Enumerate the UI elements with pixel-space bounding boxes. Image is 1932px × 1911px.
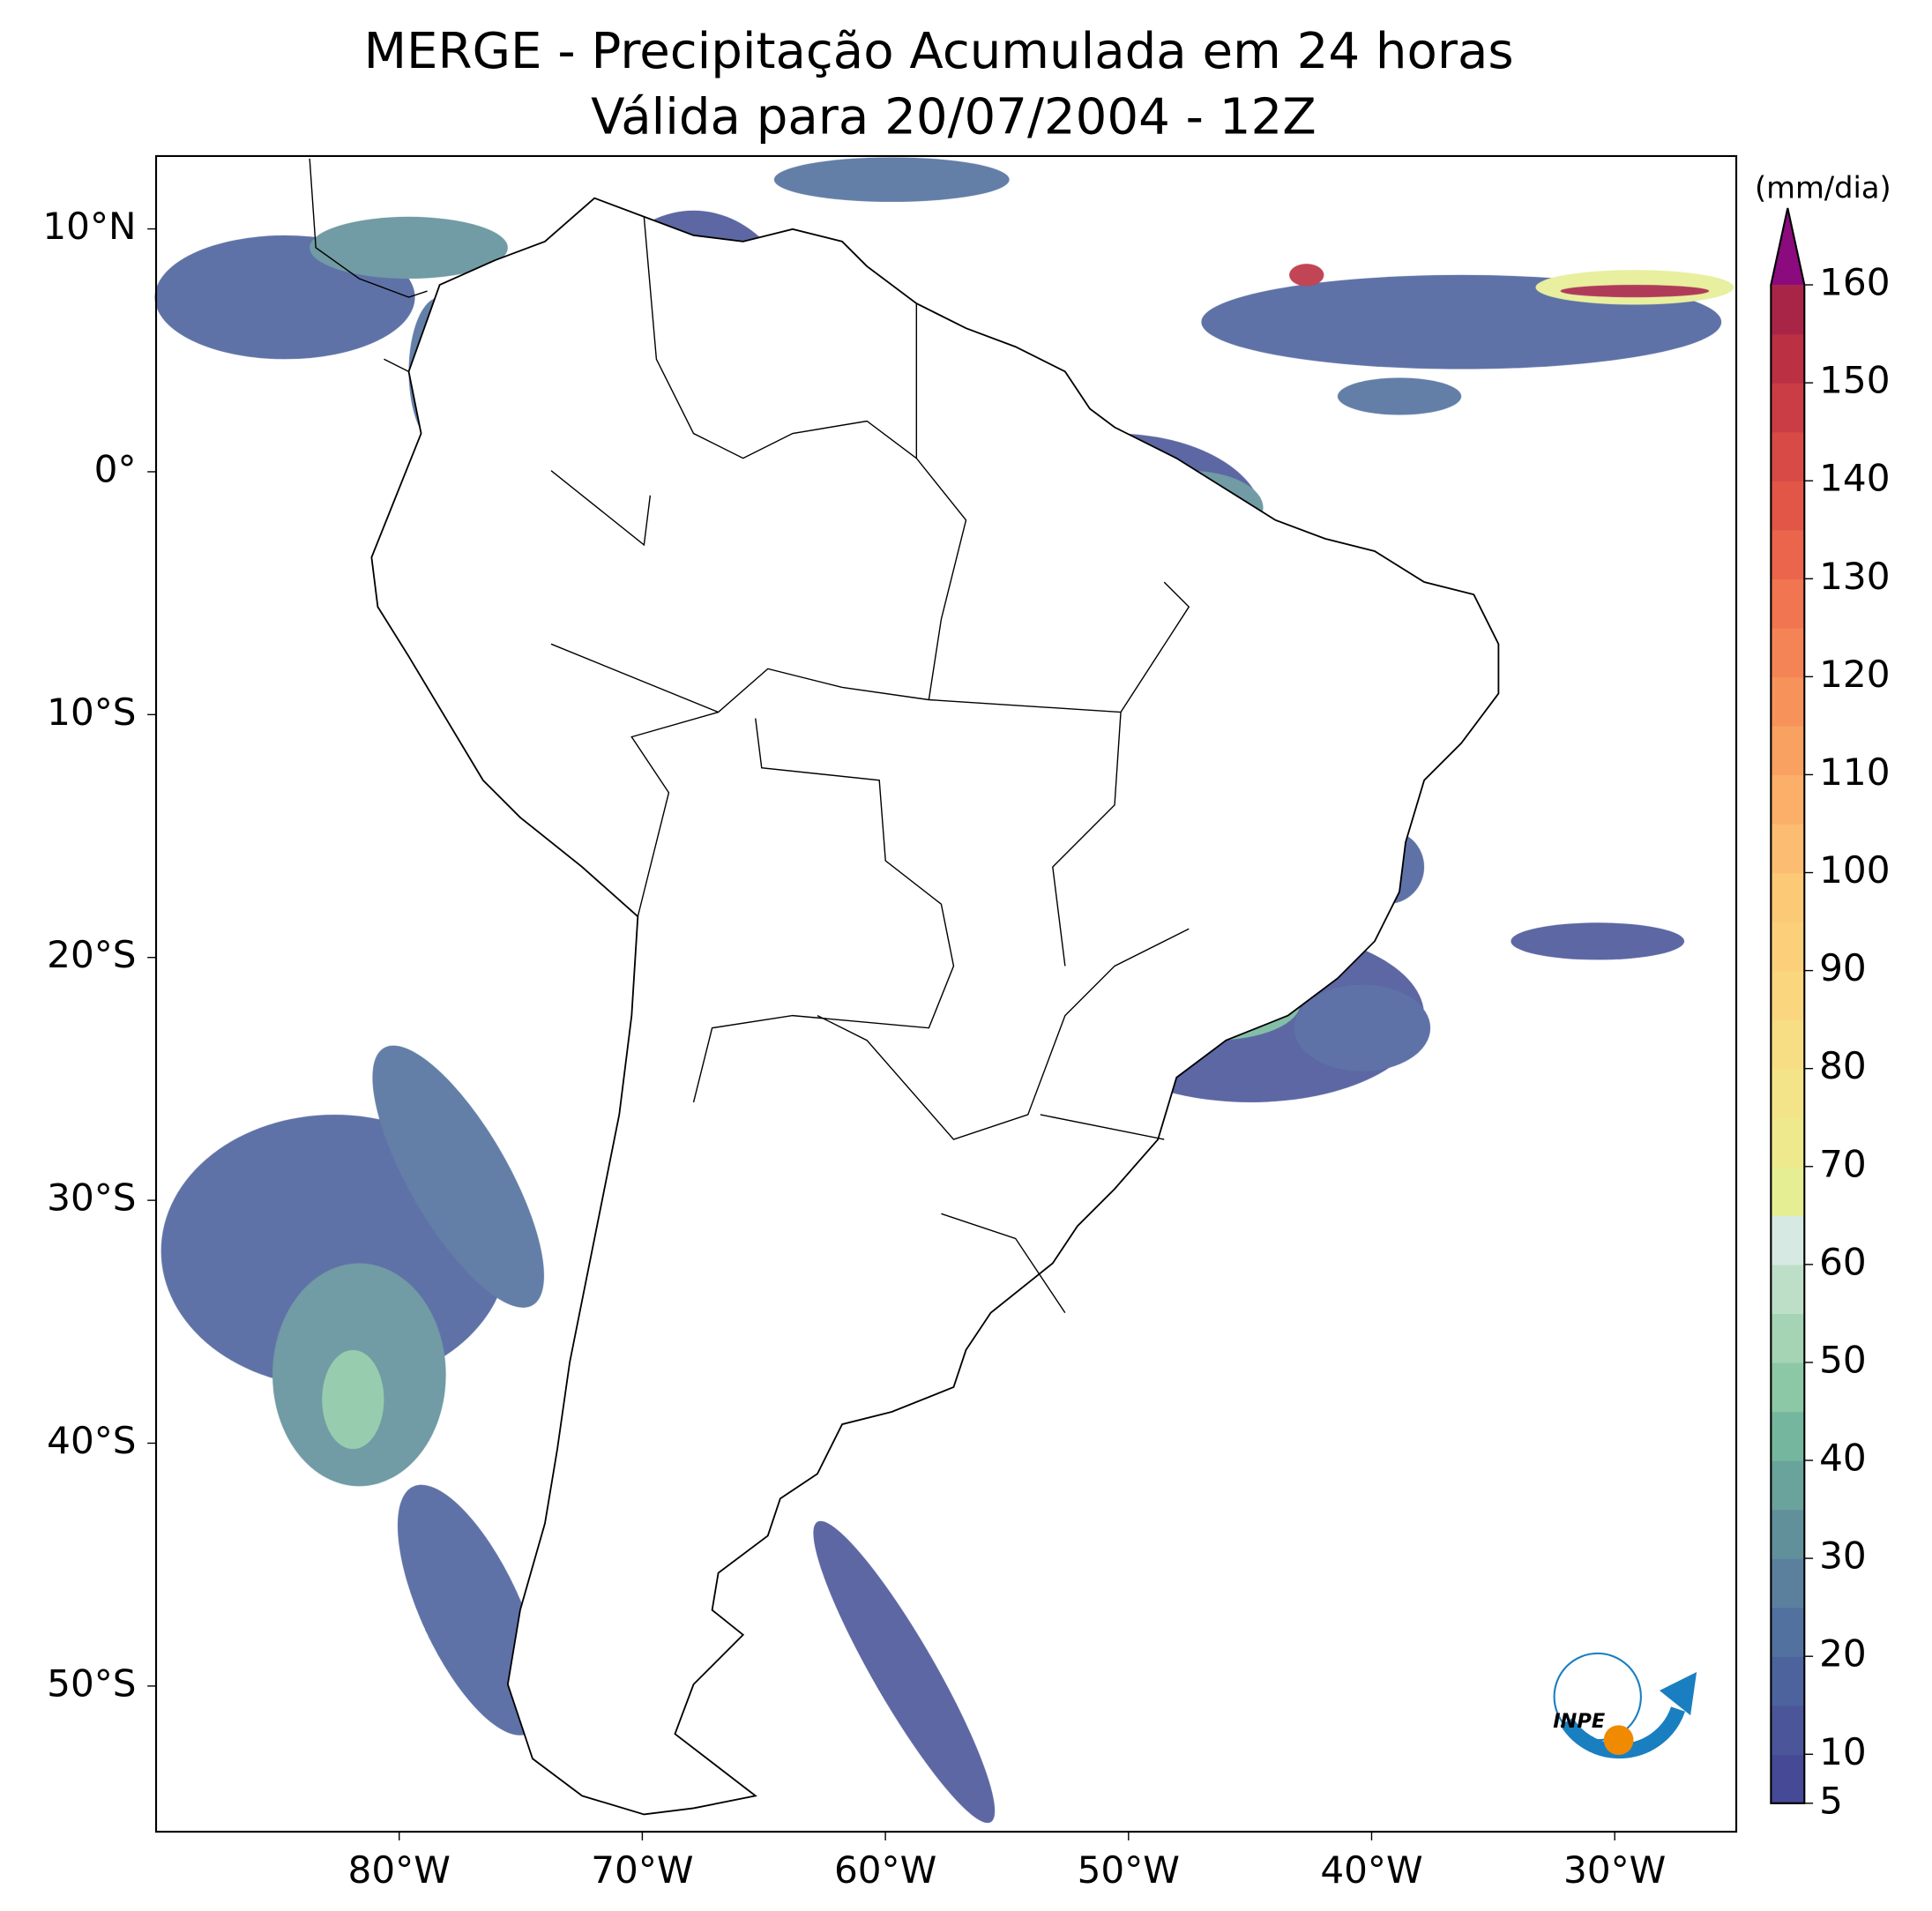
colorbar-tick-label: 120 (1819, 653, 1890, 696)
rain-area (1511, 922, 1685, 960)
colorbar-extend (1771, 207, 1805, 286)
colorbar-tick-label: 160 (1819, 261, 1890, 304)
rain-area (1289, 264, 1324, 287)
colorbar-bin (1771, 1558, 1805, 1609)
colorbar-bin (1771, 1509, 1805, 1559)
colorbar-bin (1771, 872, 1805, 922)
y-tick-label: 50°S (47, 1661, 136, 1705)
colorbar-bin (1771, 774, 1805, 825)
subtitle: Válida para 20/07/2004 - 12Z (591, 89, 1317, 146)
colorbar-bin (1771, 579, 1805, 629)
map-frame (154, 154, 1738, 1833)
colorbar-bin (1771, 333, 1805, 384)
logo-text: INPE (1553, 1710, 1606, 1733)
rain-area (773, 157, 1010, 202)
colorbar-bin (1771, 1411, 1805, 1461)
borders (550, 216, 1190, 1314)
colorbar-bin (1771, 431, 1805, 481)
colorbar-frame (1770, 207, 1806, 1804)
logo: INPE (1553, 1652, 1697, 1759)
colorbar-bin (1771, 627, 1805, 678)
colorbar-bin (1771, 1754, 1805, 1804)
colorbar-tick-label: 100 (1819, 848, 1890, 892)
colorbar-bin (1771, 970, 1805, 1020)
colorbar-bin (1771, 1166, 1805, 1217)
colorbar-bin (1771, 481, 1805, 531)
colorbar-tick-label: 130 (1819, 555, 1890, 598)
colorbar-bin (1771, 1607, 1805, 1657)
y-tick-label: 20°S (47, 933, 136, 976)
x-tick-label: 70°W (591, 1848, 693, 1892)
rain-area (322, 1349, 384, 1450)
logo-ring (1553, 1652, 1642, 1742)
title: MERGE - Precipitação Acumulada em 24 hor… (364, 23, 1514, 80)
central-america (309, 158, 428, 372)
x-tick-label: 40°W (1320, 1848, 1422, 1892)
logo-arrow (1659, 1671, 1697, 1716)
colorbar-bin (1771, 1019, 1805, 1070)
rain-area (397, 1484, 544, 1736)
colorbar-bin (1771, 1313, 1805, 1363)
y-tick-label: 0° (94, 447, 137, 490)
y-tick-label: 30°S (47, 1176, 136, 1220)
colorbar-bin (1771, 725, 1805, 776)
colorbar-bin (1771, 1705, 1805, 1755)
colorbar-tick-label: 50 (1819, 1338, 1867, 1381)
x-tick-label: 30°W (1563, 1848, 1666, 1892)
colorbar-tick-label: 30 (1819, 1534, 1867, 1578)
logo-dot (1603, 1725, 1634, 1756)
y-tick-label: 40°S (47, 1419, 136, 1462)
rain-area (813, 1520, 996, 1824)
rain-area (310, 216, 508, 279)
colorbar-bin (1771, 1215, 1805, 1265)
y-tick-label: 10°N (42, 205, 136, 248)
colorbar-bin (1771, 1117, 1805, 1168)
colorbar-tick-label: 150 (1819, 359, 1890, 402)
colorbar-bin (1771, 676, 1805, 727)
rain-area (1337, 377, 1462, 415)
colorbar-tick-label: 5 (1819, 1779, 1843, 1822)
map (154, 154, 1738, 1833)
colorbar-bin (1771, 1068, 1805, 1118)
x-tick-label: 60°W (834, 1848, 936, 1892)
y-tick-label: 10°S (47, 690, 136, 734)
colorbar-tick-label: 70 (1819, 1142, 1867, 1185)
colorbar-bin (1771, 1362, 1805, 1413)
colorbar-tick-label: 80 (1819, 1044, 1867, 1087)
colorbar-tick-label: 10 (1819, 1730, 1867, 1773)
colorbar-tick-label: 110 (1819, 750, 1890, 794)
colorbar-bin (1771, 1656, 1805, 1706)
rain-area (372, 1045, 544, 1308)
rain-area (1560, 285, 1710, 298)
colorbar-tick-label: 140 (1819, 457, 1890, 500)
colorbar-tick-label: 60 (1819, 1240, 1867, 1283)
colorbar-bin (1771, 285, 1805, 335)
colorbar-bin (1771, 529, 1805, 579)
colorbar-label: (mm/dia) (1755, 171, 1891, 205)
colorbar-bin (1771, 1264, 1805, 1315)
colorbar-bin (1771, 383, 1805, 433)
colorbar-tick-label: 20 (1819, 1632, 1867, 1676)
colorbar-bin (1771, 1460, 1805, 1511)
colorbar-tick-label: 90 (1819, 946, 1867, 989)
colorbar-bin (1771, 823, 1805, 874)
colorbar-tick-label: 40 (1819, 1437, 1867, 1480)
x-tick-label: 50°W (1078, 1848, 1180, 1892)
x-tick-label: 80°W (348, 1848, 451, 1892)
coastline (370, 197, 1500, 1816)
rain-area (1294, 984, 1431, 1071)
colorbar-bin (1771, 922, 1805, 972)
